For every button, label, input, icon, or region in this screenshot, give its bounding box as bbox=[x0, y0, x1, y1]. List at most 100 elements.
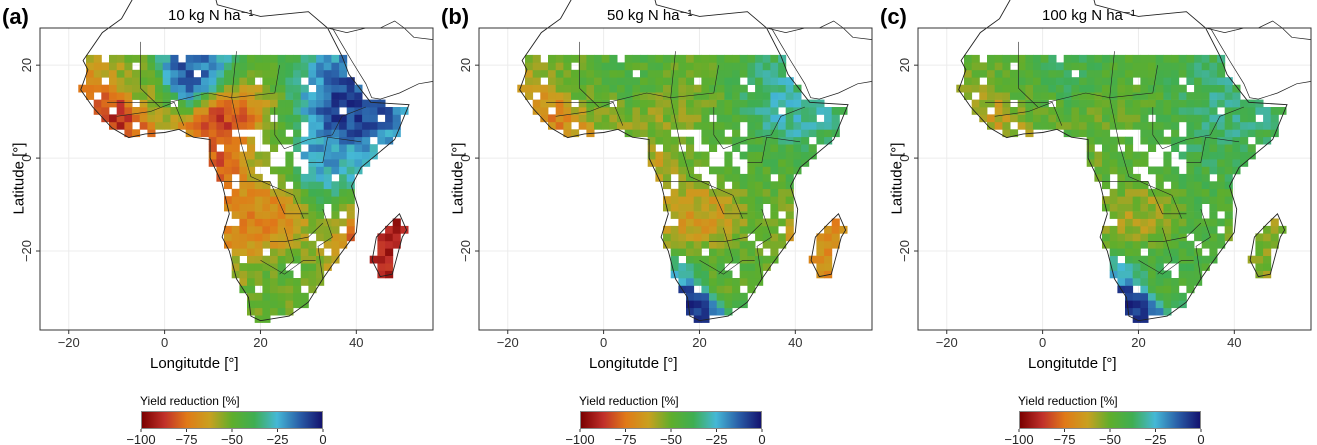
heatmap-cell bbox=[1109, 203, 1118, 212]
heatmap-cell bbox=[331, 211, 340, 219]
heatmap-cell bbox=[693, 188, 702, 197]
heatmap-cell bbox=[831, 240, 840, 249]
heatmap-cell bbox=[655, 54, 664, 63]
heatmap-cell bbox=[762, 136, 771, 145]
heatmap-cell bbox=[1117, 121, 1126, 130]
heatmap-cell bbox=[270, 62, 279, 71]
heatmap-cell bbox=[224, 233, 233, 242]
heatmap-cell bbox=[601, 107, 610, 115]
heatmap-cell bbox=[640, 54, 649, 63]
heatmap-cell bbox=[231, 121, 240, 130]
heatmap-cell bbox=[170, 114, 179, 123]
heatmap-cell bbox=[739, 240, 748, 249]
heatmap-cell bbox=[724, 225, 733, 234]
heatmap-cell bbox=[724, 92, 733, 100]
heatmap-cell bbox=[1209, 248, 1218, 256]
heatmap-cell bbox=[300, 69, 309, 78]
heatmap-cell bbox=[732, 278, 741, 286]
heatmap-cell bbox=[392, 240, 401, 249]
heatmap-cell bbox=[1224, 233, 1233, 242]
heatmap-cell bbox=[655, 107, 664, 115]
heatmap-cell bbox=[739, 62, 748, 71]
heatmap-cell bbox=[185, 129, 194, 138]
heatmap-cell bbox=[201, 107, 210, 115]
heatmap-cell bbox=[624, 114, 633, 123]
heatmap-cell bbox=[86, 62, 95, 71]
heatmap-cell bbox=[270, 196, 279, 204]
heatmap-cell bbox=[1178, 99, 1187, 108]
heatmap-cell bbox=[262, 255, 271, 264]
heatmap-cell bbox=[116, 107, 125, 115]
heatmap-cell bbox=[308, 114, 317, 123]
heatmap-cell bbox=[1048, 54, 1057, 63]
heatmap-cell bbox=[392, 114, 401, 123]
heatmap-cell bbox=[1109, 255, 1118, 264]
heatmap-cell bbox=[1132, 196, 1141, 204]
heatmap-cell bbox=[323, 77, 332, 85]
heatmap-cell bbox=[1140, 129, 1149, 138]
heatmap-cell bbox=[1155, 181, 1164, 190]
heatmap-cell bbox=[170, 121, 179, 130]
heatmap-cell bbox=[701, 159, 710, 167]
heatmap-cell bbox=[1194, 77, 1203, 85]
heatmap-cell bbox=[1155, 292, 1164, 301]
heatmap-cell bbox=[762, 92, 771, 100]
heatmap-cell bbox=[323, 159, 332, 167]
heatmap-cell bbox=[1232, 84, 1241, 93]
heatmap-cell bbox=[293, 69, 302, 78]
heatmap-cell bbox=[162, 84, 171, 93]
heatmap-cell bbox=[254, 211, 263, 219]
heatmap-cell bbox=[1163, 233, 1172, 242]
heatmap-cell bbox=[693, 107, 702, 115]
legend-tick-label: −100 bbox=[126, 432, 155, 445]
heatmap-cell bbox=[739, 211, 748, 219]
heatmap-cell bbox=[1171, 69, 1180, 78]
heatmap-cell bbox=[762, 233, 771, 242]
heatmap-cell bbox=[316, 99, 325, 108]
heatmap-cell bbox=[540, 84, 549, 93]
heatmap-cell bbox=[1209, 196, 1218, 204]
heatmap-cell bbox=[1132, 211, 1141, 219]
heatmap-cell bbox=[262, 270, 271, 279]
heatmap-cell bbox=[231, 196, 240, 204]
heatmap-cell bbox=[300, 270, 309, 279]
heatmap-cell bbox=[678, 173, 687, 182]
heatmap-cell bbox=[1125, 292, 1134, 301]
heatmap-cell bbox=[647, 121, 656, 130]
heatmap-cell bbox=[1217, 173, 1226, 182]
heatmap-cell bbox=[732, 54, 741, 63]
heatmap-cell bbox=[724, 233, 733, 242]
heatmap-cell bbox=[1140, 114, 1149, 123]
heatmap-cell bbox=[224, 151, 233, 160]
heatmap-cell bbox=[747, 255, 756, 264]
heatmap-cell bbox=[1194, 196, 1203, 204]
panel-title: 10 kg N ha⁻¹ bbox=[168, 7, 254, 24]
heatmap-cell bbox=[716, 188, 725, 197]
heatmap-cell bbox=[147, 77, 156, 85]
heatmap-cell bbox=[785, 114, 794, 123]
heatmap-cell bbox=[239, 173, 248, 182]
heatmap-cell bbox=[193, 84, 202, 93]
heatmap-cell bbox=[632, 77, 641, 85]
heatmap-cell bbox=[686, 173, 695, 182]
heatmap-cell bbox=[987, 62, 996, 71]
heatmap-cell bbox=[663, 196, 672, 204]
heatmap-cell bbox=[670, 121, 679, 130]
heatmap-cell bbox=[1140, 196, 1149, 204]
heatmap-cell bbox=[1255, 255, 1264, 264]
heatmap-cell bbox=[170, 69, 179, 78]
heatmap-cell bbox=[1217, 233, 1226, 242]
heatmap-cell bbox=[1040, 121, 1049, 130]
heatmap-cell bbox=[663, 240, 672, 249]
heatmap-cell bbox=[1125, 69, 1134, 78]
madagascar-coastline bbox=[1249, 213, 1286, 278]
heatmap-cell bbox=[1194, 99, 1203, 108]
heatmap-cell bbox=[663, 84, 672, 93]
heatmap-cell bbox=[170, 77, 179, 85]
heatmap-cell bbox=[747, 54, 756, 63]
heatmap-cell bbox=[1048, 114, 1057, 123]
heatmap-cell bbox=[755, 121, 764, 130]
heatmap-cell bbox=[1186, 173, 1195, 182]
heatmap-cell bbox=[1140, 218, 1149, 227]
heatmap-cell bbox=[1178, 248, 1187, 256]
